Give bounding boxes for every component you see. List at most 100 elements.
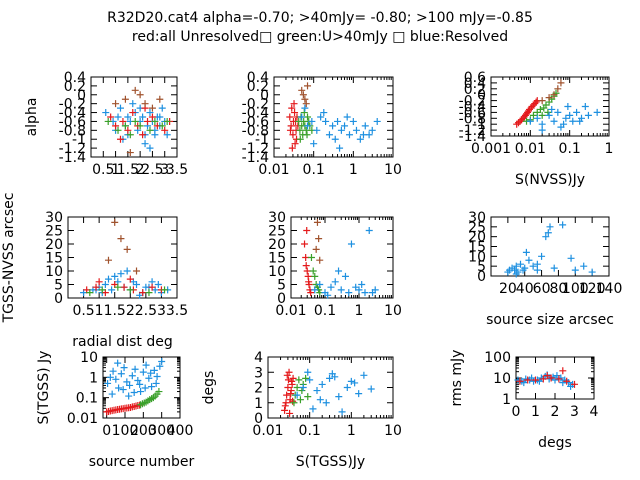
data-point-green <box>309 267 317 275</box>
y-tick-label: 20 <box>45 237 63 253</box>
data-point-blue <box>520 379 528 387</box>
data-point-blue <box>567 254 575 262</box>
data-point-blue <box>542 233 550 241</box>
data-point-green <box>104 117 112 125</box>
data-point-brown <box>315 235 323 243</box>
data-point-red <box>547 374 555 382</box>
data-point-green <box>293 384 301 391</box>
data-point-red <box>120 283 128 291</box>
data-point-green <box>303 131 311 139</box>
panel-1: 0.511.522.533.5 -1.4-1.2-1-0.8-0.6-0.4-0.… <box>24 70 188 178</box>
y-tick-label: 10 <box>493 371 511 387</box>
data-point-blue <box>154 281 162 288</box>
data-point-red <box>161 126 169 134</box>
x-tick-label: 0.1 <box>559 141 581 157</box>
data-point-blue <box>111 272 119 280</box>
data-point-blue <box>352 126 360 134</box>
data-point-blue <box>123 267 131 275</box>
data-point-blue <box>347 240 355 248</box>
data-point-brown <box>301 95 309 103</box>
x-tick-label: 400 <box>167 423 194 439</box>
data-point-blue <box>124 113 132 121</box>
data-point-blue <box>562 114 570 122</box>
y-tick-label: -0.2 <box>459 94 486 110</box>
data-point-green <box>311 272 319 280</box>
x-tick-label: 2 <box>136 162 145 178</box>
y-tick-label: -1 <box>72 132 86 148</box>
y-tick-label: 0.4 <box>64 70 86 86</box>
x-tick-label: 3 <box>157 303 166 319</box>
x-tick-label: 80 <box>550 281 568 297</box>
y-tick-label: 0.2 <box>247 79 269 95</box>
data-point-brown <box>136 91 144 99</box>
x-tick-label: 1 <box>355 303 364 319</box>
y-tick-label: 0 <box>277 291 286 307</box>
scatter-panels: 0.511.522.533.5-1.4-1.2-1-0.8-0.6-0.4-0.… <box>1 70 622 470</box>
data-point-blue <box>116 104 124 112</box>
data-point-green <box>136 122 144 130</box>
data-point-brown <box>313 218 321 226</box>
y-axis-label: alpha <box>24 98 40 137</box>
y-tick-label: 0.1 <box>76 391 98 407</box>
data-point-green <box>155 388 163 396</box>
data-point-blue <box>134 376 142 384</box>
y-tick-label: 15 <box>468 240 486 256</box>
data-point-green <box>544 108 552 116</box>
data-point-brown <box>312 245 320 253</box>
y-tick-label: 10 <box>268 264 286 280</box>
data-point-brown <box>302 100 310 108</box>
x-tick-label: 0.01 <box>515 141 546 157</box>
data-point-blue <box>123 378 131 386</box>
data-point-red <box>543 372 551 380</box>
data-point-blue <box>153 372 161 380</box>
data-point-red <box>284 384 292 391</box>
data-point-blue <box>102 109 110 117</box>
y-tick-label: -0.2 <box>59 97 86 113</box>
data-point-blue <box>544 229 552 237</box>
data-point-blue <box>335 267 343 275</box>
data-point-blue <box>119 386 127 394</box>
panel-2: 0.01 0.1 1 10 -1.4-1.2-1-0.8-0.6-0.4-0.200.2… <box>242 70 402 178</box>
data-point-blue <box>158 358 166 366</box>
data-point-blue <box>554 108 562 116</box>
data-point-blue <box>117 370 125 378</box>
x-tick-label: 120 <box>579 281 606 297</box>
data-point-blue <box>548 105 556 113</box>
y-tick-label: -0.6 <box>242 114 269 130</box>
data-point-red <box>287 390 295 398</box>
data-point-blue <box>126 381 134 389</box>
data-point-blue <box>569 117 577 125</box>
data-point-blue <box>108 286 116 294</box>
data-point-blue <box>349 117 357 125</box>
data-point-red <box>303 267 311 275</box>
x-tick-label: 0.1 <box>303 162 325 178</box>
data-point-blue <box>137 388 145 396</box>
data-point-blue <box>112 375 120 383</box>
y-tick-label: 10 <box>80 350 98 366</box>
data-point-blue <box>529 262 537 270</box>
y-tick-label: 0.4 <box>247 70 269 86</box>
y-tick-label: -1.4 <box>59 150 86 166</box>
data-point-blue <box>322 117 330 125</box>
data-point-blue <box>369 289 377 297</box>
y-tick-label: -0.8 <box>459 111 486 127</box>
data-point-green <box>533 108 541 116</box>
data-point-red <box>291 140 299 148</box>
data-point-red <box>524 376 532 384</box>
x-tick-label: 0.01 <box>258 162 289 178</box>
y-tick-label: -1.4 <box>459 129 486 145</box>
data-point-blue <box>146 144 154 152</box>
y-tick-label: 30 <box>45 210 63 226</box>
y-tick-label: 20 <box>268 237 286 253</box>
data-point-blue <box>526 117 534 125</box>
x-tick-label: 300 <box>148 423 175 439</box>
data-point-blue <box>117 270 125 278</box>
data-point-blue <box>131 365 139 373</box>
data-point-red <box>571 380 578 388</box>
data-point-blue <box>311 286 319 294</box>
data-point-blue <box>316 396 324 404</box>
data-point-blue <box>108 390 116 398</box>
x-tick-label: 3.5 <box>166 162 188 178</box>
data-point-red <box>307 289 315 297</box>
data-point-blue <box>581 103 589 110</box>
